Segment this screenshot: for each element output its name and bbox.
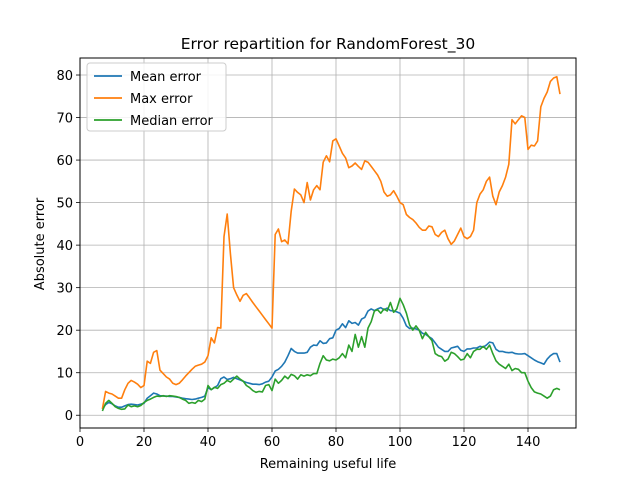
x-axis-ticks: 0 20 40 60 80 100 120 140	[76, 428, 541, 450]
y-tick-label: 60	[56, 154, 73, 169]
x-tick-label: 100	[388, 435, 413, 450]
legend-box	[86, 62, 227, 132]
y-tick-label: 80	[56, 69, 73, 84]
y-tick-label: 20	[56, 324, 73, 339]
grid-lines	[79, 58, 576, 428]
x-tick-label: 120	[452, 435, 477, 450]
y-tick-label: 50	[56, 197, 73, 212]
legend: Mean error Max error Median error	[86, 62, 227, 132]
y-tick-label: 40	[56, 239, 73, 254]
y-axis-ticks: 0 10 20 30 40 50 60 70 80	[56, 69, 80, 424]
x-tick-label: 20	[136, 435, 153, 450]
y-tick-label: 10	[56, 367, 73, 382]
x-tick-label: 0	[76, 435, 84, 450]
legend-label-median-error: Median error	[130, 114, 214, 129]
y-tick-label: 0	[65, 409, 73, 424]
x-tick-label: 40	[200, 435, 217, 450]
series-line-mean-error	[101, 306, 561, 410]
y-axis-label: Absolute error	[33, 197, 48, 290]
plot-frame	[79, 57, 577, 429]
x-tick-label: 80	[328, 435, 345, 450]
x-tick-label: 60	[264, 435, 281, 450]
chart-title: Error repartition for RandomForest_30	[181, 35, 475, 54]
series-line-max-error	[101, 75, 561, 410]
x-tick-label: 140	[516, 435, 541, 450]
series-layer	[101, 75, 561, 412]
x-axis-label: Remaining useful life	[260, 457, 397, 472]
legend-label-mean-error: Mean error	[130, 70, 202, 85]
y-tick-label: 70	[56, 112, 73, 127]
series-line-median-error	[101, 297, 561, 412]
y-tick-label: 30	[56, 282, 73, 297]
legend-label-max-error: Max error	[130, 92, 193, 107]
